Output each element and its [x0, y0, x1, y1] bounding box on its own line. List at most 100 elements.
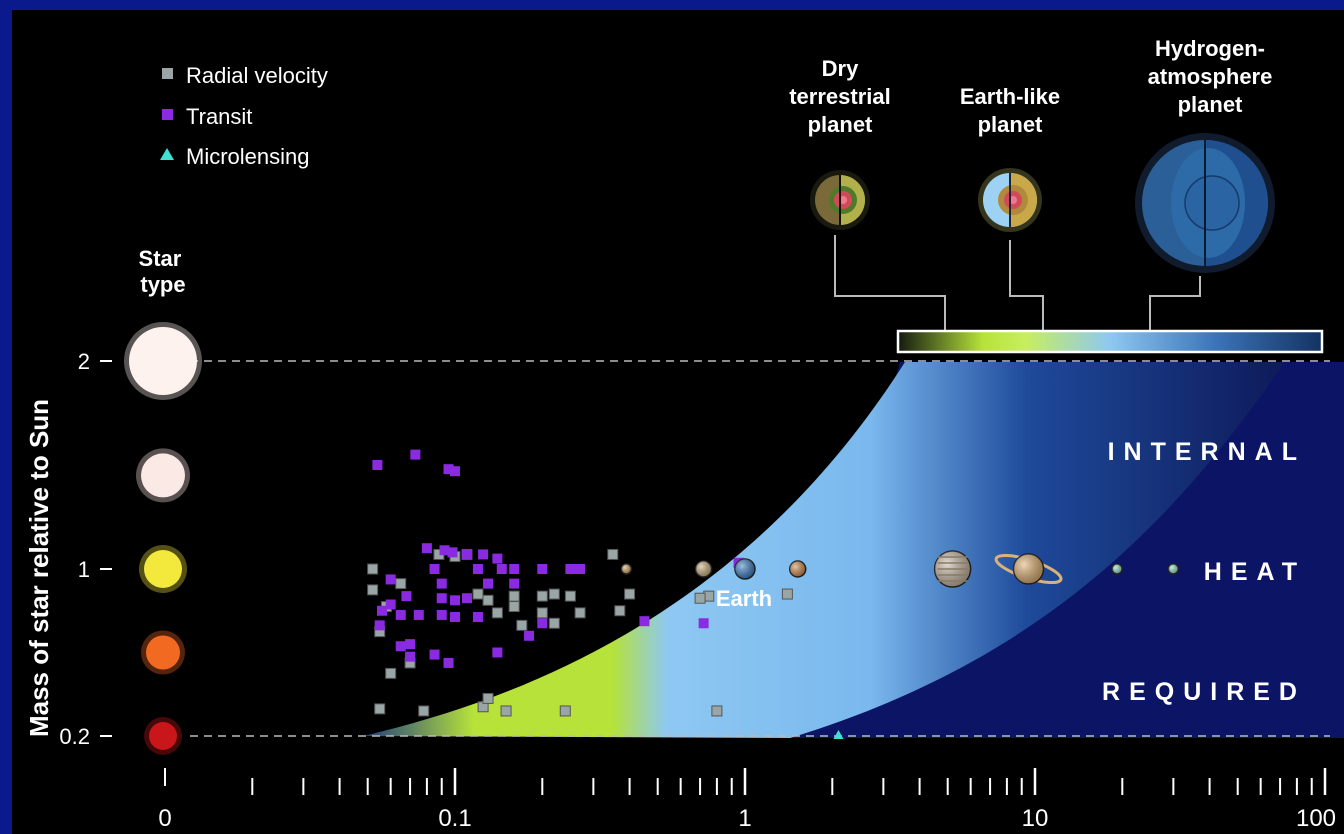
radial-velocity-point [508, 590, 520, 602]
transit-point [443, 657, 454, 668]
data-points [367, 449, 844, 739]
transit-point [429, 649, 440, 660]
earth-planet-shade [735, 559, 755, 579]
transit-point [385, 574, 396, 585]
star-type-disc [144, 550, 182, 588]
x-axis: 0 0.1 1 10 100 [158, 768, 1336, 832]
radial-velocity-point [508, 601, 520, 613]
dry-terrestrial-planet-illustration [810, 170, 870, 230]
radial-velocity-point [614, 605, 626, 617]
radial-velocity-point [482, 594, 494, 606]
transit-point [496, 564, 507, 574]
radial-velocity-point [548, 588, 560, 600]
transit-point [575, 564, 586, 574]
connector-earthlike [1009, 240, 1044, 332]
region-text-internal: INTERNAL [1108, 438, 1306, 466]
planet-type-color-bar [896, 329, 1324, 354]
legend: Radial velocity Transit Microlensing [160, 63, 328, 169]
planet-type-label-dry: Dry terrestrial planet [789, 56, 891, 137]
legend-marker-radial-velocity [162, 68, 173, 79]
mercury-planet-shade [621, 564, 632, 574]
y-axis-title: Mass of star relative to Sun [24, 399, 54, 737]
transit-point [450, 595, 460, 606]
radial-velocity-point [395, 578, 407, 590]
radial-velocity-point [694, 592, 706, 604]
star-type-heading: Star type [139, 246, 188, 297]
y-tick-label: 1 [78, 557, 90, 582]
x-tick-label: 0.1 [438, 805, 471, 832]
radial-velocity-point [418, 705, 430, 717]
transit-point [436, 578, 447, 589]
transit-point [410, 449, 421, 460]
radial-velocity-point [564, 590, 576, 602]
radial-velocity-point [367, 584, 379, 596]
transit-point [450, 466, 460, 477]
transit-point [483, 578, 494, 589]
radial-velocity-point [607, 548, 619, 560]
solar-system-planets [620, 550, 1180, 588]
transit-point [478, 549, 489, 560]
radial-velocity-point [472, 588, 484, 600]
planet-type-label-hydrogen: Hydrogen-atmosphere planet [1148, 36, 1273, 117]
saturn-planet-shade [1013, 554, 1044, 584]
planet-type-label-earthlike: Earth-like planet [960, 84, 1060, 137]
radial-velocity-point [374, 703, 386, 715]
legend-label-radial-velocity: Radial velocity [186, 63, 328, 88]
transit-point [395, 641, 406, 652]
transit-point [472, 564, 483, 574]
radial-velocity-point [536, 607, 548, 619]
x-tick-label: 1 [738, 805, 751, 832]
radial-velocity-point [711, 705, 723, 717]
transit-point [429, 564, 440, 574]
y-tick-label: 0.2 [59, 724, 90, 749]
star-type-column [124, 322, 202, 755]
transit-point [447, 547, 458, 558]
uranus-planet-shade [1112, 564, 1123, 574]
star-type-disc [141, 453, 185, 498]
star-type-disc [149, 722, 177, 750]
transit-point [462, 593, 473, 604]
transit-point [436, 609, 447, 620]
legend-marker-microlensing [160, 148, 174, 160]
transit-point [462, 549, 473, 560]
radial-velocity-point [536, 590, 548, 602]
transit-point [374, 620, 385, 631]
radial-velocity-point [385, 667, 397, 679]
transit-point [413, 609, 424, 620]
region-text-required: REQUIRED [1102, 678, 1306, 706]
transit-point [395, 609, 406, 620]
radial-velocity-point [500, 705, 512, 717]
radial-velocity-point [574, 607, 586, 619]
y-axis: 0.2 1 2 [59, 349, 112, 749]
transit-point [524, 630, 535, 641]
legend-label-microlensing: Microlensing [186, 144, 310, 169]
transit-point [385, 599, 396, 610]
transit-point [405, 651, 416, 662]
radial-velocity-point [491, 607, 503, 619]
transit-point [376, 605, 387, 616]
transit-point [443, 464, 454, 475]
transit-point [565, 564, 576, 574]
transit-point [639, 616, 650, 627]
radial-velocity-point [367, 563, 379, 575]
transit-point [405, 639, 416, 650]
radial-velocity-point [624, 588, 636, 600]
transit-point [492, 647, 503, 658]
connector-hydrogen [1149, 276, 1201, 332]
transit-point [436, 593, 447, 604]
x-tick-label: 10 [1022, 805, 1049, 832]
legend-label-transit: Transit [186, 104, 252, 129]
radial-velocity-point [516, 619, 528, 631]
radial-velocity-point [482, 692, 494, 704]
y-tick-label: 2 [78, 349, 90, 374]
hydrogen-atmosphere-planet-illustration [1135, 133, 1275, 273]
neptune-planet-shade [1168, 564, 1179, 574]
transit-point [492, 553, 503, 564]
transit-point [439, 545, 450, 556]
earth-like-planet-illustration [978, 168, 1042, 232]
radial-velocity-point [781, 588, 793, 600]
transit-point [450, 612, 460, 623]
venus-planet-shade [695, 561, 712, 577]
x-tick-label: 0 [158, 805, 171, 832]
